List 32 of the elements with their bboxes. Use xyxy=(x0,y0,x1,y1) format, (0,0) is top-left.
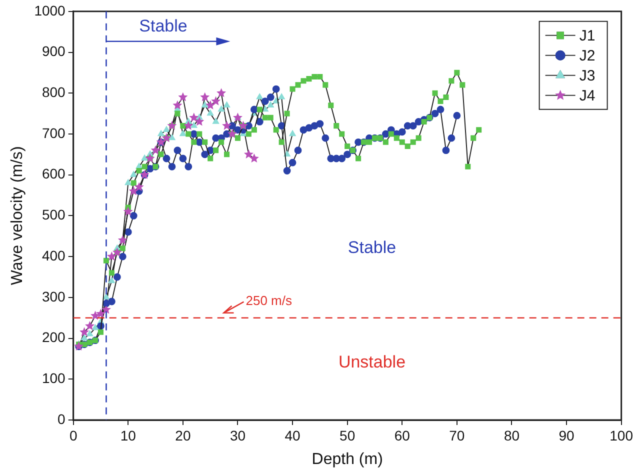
x-tick-label: 100 xyxy=(610,427,634,444)
legend-label: J4 xyxy=(579,88,596,105)
x-tick-label: 70 xyxy=(449,427,465,444)
y-tick-label: 400 xyxy=(42,247,66,264)
y-tick-label: 500 xyxy=(42,206,66,223)
x-tick-label: 40 xyxy=(284,427,301,444)
legend-label: J2 xyxy=(579,48,596,65)
x-axis-title: Depth (m) xyxy=(312,450,383,468)
y-axis-title: Wave velocity (m/s) xyxy=(9,146,26,286)
y-tick-label: 0 xyxy=(58,410,66,427)
x-tick-label: 30 xyxy=(230,427,246,444)
ref-line-label: Stable xyxy=(139,16,188,36)
x-tick-label: 0 xyxy=(69,427,78,444)
y-tick-label: 200 xyxy=(42,329,66,346)
y-tick-label: 600 xyxy=(42,166,66,182)
annotation: Unstable xyxy=(338,352,406,372)
x-tick-label: 90 xyxy=(558,427,575,444)
x-tick-label: 20 xyxy=(175,427,191,444)
y-tick-label: 300 xyxy=(42,288,66,304)
legend-label: J1 xyxy=(579,28,596,45)
x-tick-label: 60 xyxy=(394,427,410,444)
y-tick-label: 100 xyxy=(42,370,66,386)
legend-label: 250 m/s xyxy=(246,292,292,308)
y-tick-label: 700 xyxy=(42,124,66,141)
annotation: Stable xyxy=(348,238,396,258)
x-tick-label: 10 xyxy=(120,427,136,444)
x-tick-label: 50 xyxy=(340,427,356,444)
y-tick-label: 1000 xyxy=(34,2,66,18)
y-tick-label: 900 xyxy=(42,43,66,60)
y-tick-label: 800 xyxy=(42,84,66,100)
x-tick-label: 80 xyxy=(504,427,520,444)
legend-label: J3 xyxy=(579,68,596,85)
